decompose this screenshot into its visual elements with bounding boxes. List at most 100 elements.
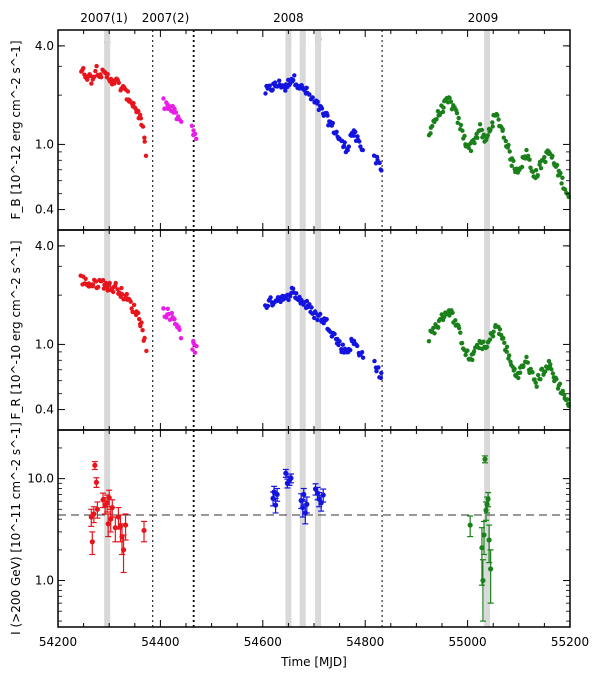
data-point [550, 371, 556, 376]
data-point [562, 392, 567, 397]
flare-band-a [104, 230, 111, 430]
data-point [315, 99, 320, 105]
data-point [507, 149, 512, 154]
y-axis-label: F_B [10^-12 erg cm^-2 s^-1] [9, 41, 23, 220]
flare-band-d [315, 430, 322, 627]
data-point [138, 116, 144, 121]
data-point [532, 377, 537, 382]
y-axis-label: I (>200 GeV) [10^-11 cm^-2 s^-1] [9, 422, 23, 635]
data-point [475, 135, 480, 140]
data-point [554, 162, 560, 168]
data-point [458, 122, 464, 128]
data-point [124, 291, 129, 297]
data-point [379, 168, 384, 173]
data-point [304, 298, 310, 304]
data-point [360, 355, 366, 360]
data-point [178, 336, 184, 341]
data-point [490, 120, 495, 125]
data-point [177, 327, 182, 332]
data-point [497, 327, 503, 332]
data-point [91, 511, 97, 517]
data-point [301, 491, 307, 498]
data-point [559, 181, 564, 186]
data-point [481, 532, 487, 538]
data-point [318, 311, 323, 317]
season-label: 2007(2) [142, 11, 190, 25]
data-point [161, 96, 166, 101]
data-point [516, 375, 521, 381]
data-point [481, 132, 486, 137]
flare-band-c [299, 430, 306, 627]
data-point [548, 362, 553, 367]
data-point [324, 317, 329, 322]
data-point [129, 306, 134, 311]
data-point [346, 144, 351, 149]
data-point [479, 127, 485, 133]
data-point [562, 187, 568, 192]
season-label: 2007(1) [80, 11, 128, 25]
data-point [448, 99, 454, 104]
data-point [509, 163, 514, 168]
y-tick-label: 10.0 [27, 472, 54, 486]
flare-band-c [299, 230, 306, 430]
data-point [554, 376, 559, 382]
panel-frame [57, 29, 571, 231]
data-point [277, 78, 282, 83]
data-point [440, 109, 446, 115]
data-point [142, 135, 147, 140]
data-point [140, 328, 145, 333]
data-point [351, 133, 356, 138]
data-point [286, 297, 291, 303]
data-point [92, 462, 98, 468]
data-point [517, 370, 523, 375]
data-point [122, 522, 129, 528]
x-axis: 54200 54400 54600 54800 55000 55200 Time [MJD] [39, 635, 589, 669]
data-point [372, 358, 377, 364]
data-point [138, 323, 143, 329]
data-point [467, 522, 473, 528]
data-point [550, 153, 555, 159]
data-point [310, 95, 315, 100]
data-point [477, 122, 483, 127]
data-point [111, 289, 116, 295]
data-point [194, 136, 199, 141]
data-point [179, 119, 184, 124]
data-point [189, 123, 195, 128]
x-tick-label: 55200 [551, 635, 589, 649]
data-point [560, 388, 565, 394]
data-point [379, 370, 384, 376]
data-point [288, 475, 294, 481]
data-point [524, 147, 529, 153]
data-point [92, 74, 97, 80]
data-point [340, 342, 345, 347]
data-point [521, 363, 526, 368]
data-point [140, 124, 146, 129]
data-point [484, 344, 490, 350]
data-point [191, 128, 196, 133]
data-point [337, 339, 342, 344]
flare-band-b [285, 430, 292, 627]
data-point [450, 310, 455, 315]
data-point [357, 139, 362, 144]
data-point [373, 161, 379, 166]
data-point [109, 504, 115, 511]
data-point [485, 496, 491, 502]
data-point [139, 320, 144, 325]
data-point [533, 168, 539, 173]
data-point [485, 133, 490, 138]
data-point [136, 310, 141, 316]
data-point [496, 117, 501, 122]
data-point [272, 80, 278, 85]
data-point [534, 384, 539, 389]
data-point [542, 369, 548, 374]
data-point [471, 349, 477, 354]
data-point [99, 75, 104, 80]
flare-band-e [484, 430, 491, 627]
data-point [294, 291, 299, 296]
data-point [108, 516, 114, 522]
data-point [527, 157, 532, 162]
flare-band-a [104, 30, 111, 230]
data-point [460, 128, 465, 133]
data-point [558, 170, 563, 176]
